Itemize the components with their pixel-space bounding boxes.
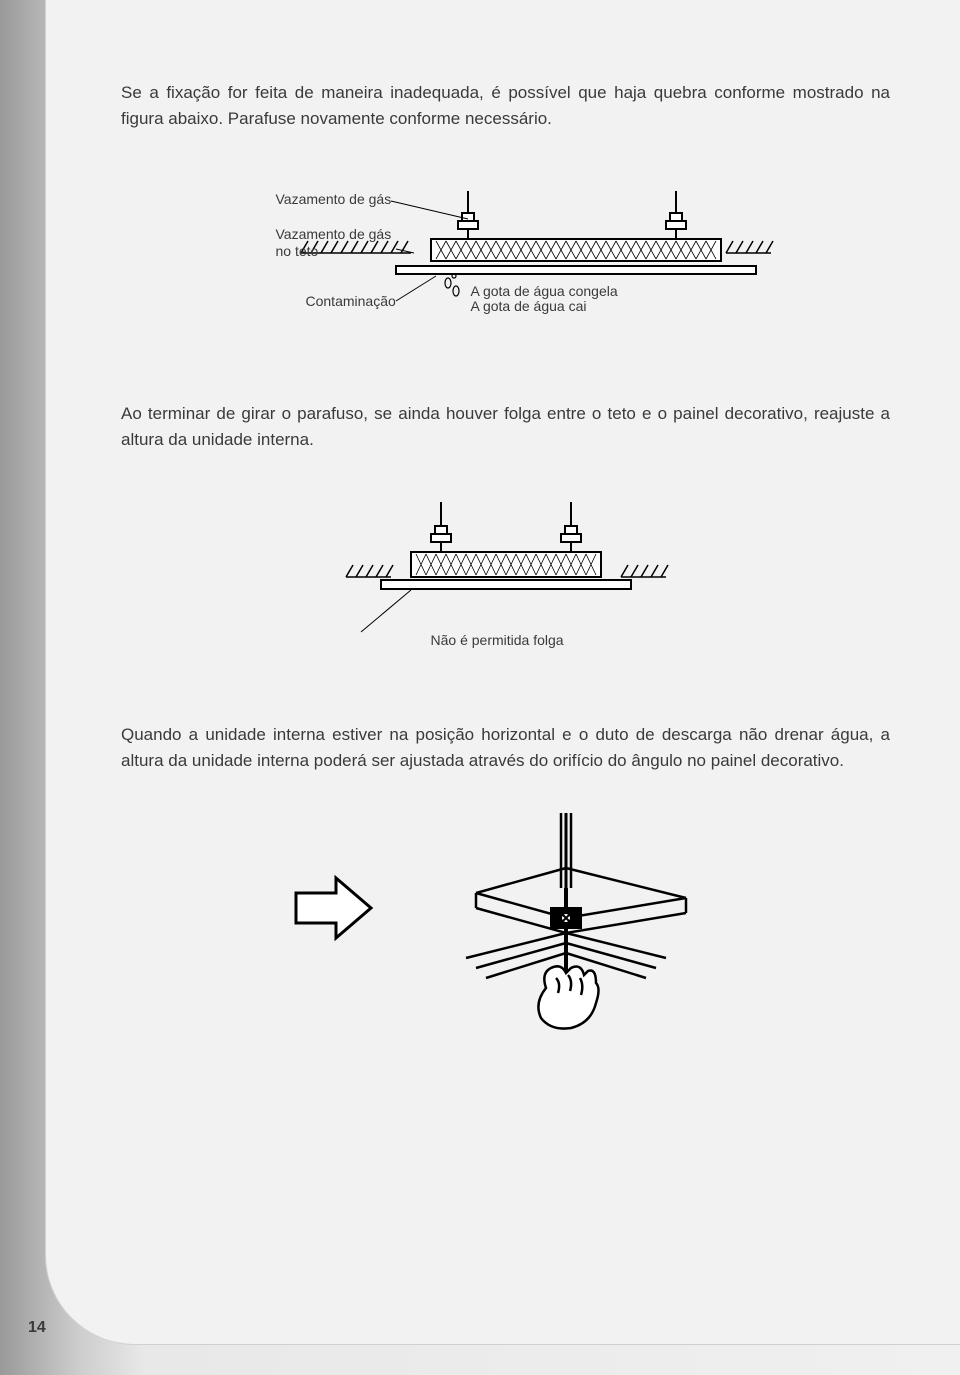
paragraph-2: Ao terminar de girar o parafuso, se aind… xyxy=(121,401,890,452)
label-contamination: Contaminação xyxy=(306,293,396,310)
page-frame: Se a fixação for feita de maneira inadeq… xyxy=(45,0,960,1345)
label-water-fall: A gota de água cai xyxy=(471,298,587,315)
paragraph-1: Se a fixação for feita de maneira inadeq… xyxy=(121,80,890,131)
page-number: 14 xyxy=(28,1319,46,1337)
diagram-3 xyxy=(266,813,746,1043)
diagram-1-container: Vazamento de gás Vazamento de gás no tet… xyxy=(121,171,890,351)
diagram-2-container: Não é permitida folga xyxy=(121,492,890,672)
label-gas-leak-ceiling: Vazamento de gás no teto xyxy=(276,226,396,260)
label-no-gap: Não é permitida folga xyxy=(431,632,564,649)
label-gas-leak-top: Vazamento de gás xyxy=(276,191,392,208)
page-content: Se a fixação for feita de maneira inadeq… xyxy=(46,0,960,1043)
diagram-2: Não é permitida folga xyxy=(331,492,681,672)
diagram-3-container xyxy=(121,813,890,1043)
paragraph-3: Quando a unidade interna estiver na posi… xyxy=(121,722,890,773)
diagram-1: Vazamento de gás Vazamento de gás no tet… xyxy=(236,171,776,351)
